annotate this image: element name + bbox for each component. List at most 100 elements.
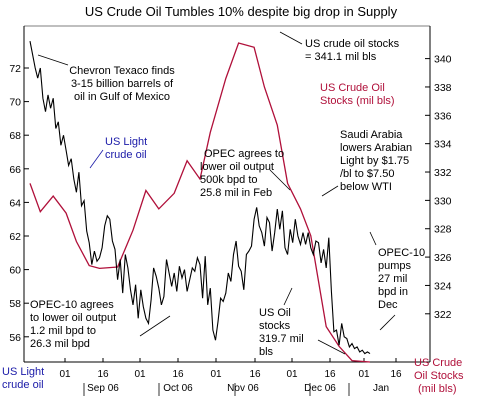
x-tick-label: 16 — [390, 369, 402, 380]
right-tick-label: 328 — [434, 224, 452, 236]
annotation-stocks-label-line-2: Stocks (mil bls) — [320, 95, 395, 107]
annotation-us-light-line-2: crude oil — [105, 149, 147, 161]
x-tick-label: 16 — [324, 369, 336, 380]
x-tick-label: 16 — [249, 369, 261, 380]
x-tick-label: 01 — [59, 369, 71, 380]
annotation-opec10-pumps-line-3: 27 mil — [378, 273, 407, 285]
annotation-opec10-pumps-line-2: pumps — [378, 260, 412, 272]
month-label: Oct 06 — [163, 383, 193, 394]
annotation-opec10-pumps-line-4: bpd in — [378, 286, 408, 298]
x-axis-months: Sep 06 Oct 06 Nov 06 Dec 06 Jan — [83, 383, 389, 396]
annotation-us-oil-stocks-pointer-right — [317, 339, 346, 355]
annotation-stocks-label-line-1: US Crude Oil — [320, 82, 385, 94]
left-tick-label: 72 — [9, 63, 21, 75]
oil-price-series-line — [29, 40, 371, 355]
left-tick-label: 60 — [9, 265, 21, 277]
month-label: Nov 06 — [227, 383, 259, 394]
right-tick-label: 322 — [434, 309, 452, 321]
annotation-opec10-agrees-line-2: to lower oil output — [30, 312, 116, 324]
right-tick-label: 332 — [434, 167, 452, 179]
month-label: Jan — [373, 383, 389, 394]
annotation-opec-agrees-line-3: 500k bpd to — [200, 174, 258, 186]
legend-left: US Light crude oil — [2, 366, 44, 391]
annotation-stocks-peak: US crude oil stocks = 341.1 mil bls — [279, 31, 400, 63]
chart-title: US Crude Oil Tumbles 10% despite big dro… — [85, 4, 398, 19]
annotation-saudi-line-2: lowers Arabian — [340, 142, 412, 154]
annotation-us-light-pointer — [89, 149, 104, 169]
annotation-opec10-agrees: OPEC-10 agrees to lower oil output 1.2 m… — [30, 299, 171, 350]
right-tick-label: 338 — [434, 82, 452, 94]
annotation-chevron: Chevron Texaco finds 3-15 billion barrel… — [37, 54, 175, 103]
annotation-opec10-pumps-pointer-down — [379, 314, 396, 331]
annotation-saudi-line-5: below WTI — [340, 181, 392, 193]
annotation-saudi: Saudi Arabia lowers Arabian Light by $1.… — [321, 129, 412, 197]
annotation-us-oil-stocks: US Oil stocks 319.7 mil bls — [259, 287, 346, 358]
annotation-chevron-line-2: 3-15 billion barrels of — [71, 78, 174, 90]
month-label: Dec 06 — [304, 383, 336, 394]
annotation-opec10-pumps-line-1: OPEC-10 — [378, 247, 425, 259]
annotation-saudi-line-4: /bl to $7.50 — [340, 168, 394, 180]
left-tick-label: 64 — [9, 197, 21, 209]
x-tick-label: 01 — [210, 369, 222, 380]
x-tick-label: 01 — [286, 369, 298, 380]
x-tick-label: 16 — [172, 369, 184, 380]
left-tick-label: 62 — [9, 231, 21, 243]
annotation-chevron-pointer — [37, 54, 69, 66]
legend-left-line-1: US Light — [2, 366, 44, 378]
annotation-opec-agrees-line-2: lower oil output — [200, 161, 274, 173]
annotation-saudi-pointer — [321, 185, 339, 197]
annotation-opec-agrees-pointer — [269, 169, 291, 191]
legend-left-line-2: crude oil — [2, 379, 44, 391]
x-tick-label: 16 — [97, 369, 109, 380]
annotation-saudi-line-3: Light by $1.75 — [340, 155, 409, 167]
stocks-series-line — [29, 42, 371, 363]
annotation-stocks-peak-line-2: = 341.1 mil bls — [305, 51, 377, 63]
left-tick-label: 56 — [9, 332, 21, 344]
annotation-chevron-line-3: oil in Gulf of Mexico — [74, 91, 170, 103]
right-tick-label: 336 — [434, 110, 452, 122]
annotation-saudi-line-1: Saudi Arabia — [340, 129, 403, 141]
right-tick-label: 334 — [434, 139, 452, 151]
annotation-opec10-pumps: OPEC-10 pumps 27 mil bpd in Dec — [369, 231, 425, 331]
legend-right-line-2: Oil Stocks — [414, 370, 464, 382]
left-tick-label: 66 — [9, 164, 21, 176]
annotation-stocks-peak-pointer — [279, 31, 303, 45]
annotation-us-oil-stocks-pointer-up — [283, 287, 293, 306]
annotation-opec-agrees-line-1: OPEC agrees to — [204, 148, 284, 160]
right-axis-ticks: 322 324 326 328 330 332 334 336 338 340 — [425, 54, 452, 321]
annotation-stocks-label: US Crude Oil Stocks (mil bls) — [320, 82, 395, 107]
annotation-opec10-agrees-line-3: 1.2 mil bpd to — [30, 325, 96, 337]
x-axis-ticks: 01 16 01 16 01 16 01 16 01 16 — [59, 358, 402, 380]
annotation-us-light-line-1: US Light — [105, 136, 147, 148]
annotation-opec10-agrees-line-1: OPEC-10 agrees — [30, 299, 114, 311]
annotation-opec10-pumps-line-5: Dec — [378, 299, 398, 311]
annotation-stocks-peak-line-1: US crude oil stocks — [305, 38, 400, 50]
left-tick-label: 68 — [9, 130, 21, 142]
legend-right-line-3: (mil bls) — [418, 383, 457, 395]
right-tick-label: 326 — [434, 252, 452, 264]
annotation-opec10-agrees-line-4: 26.3 mil bpd — [30, 338, 90, 350]
annotation-us-oil-stocks-line-2: stocks — [259, 320, 291, 332]
legend-right-line-1: US Crude — [414, 357, 462, 369]
left-tick-label: 58 — [9, 298, 21, 310]
annotation-us-oil-stocks-line-1: US Oil — [259, 307, 291, 319]
annotation-chevron-line-1: Chevron Texaco finds — [69, 65, 175, 77]
x-tick-label: 01 — [134, 369, 146, 380]
right-tick-label: 330 — [434, 195, 452, 207]
annotation-opec10-agrees-pointer — [139, 315, 171, 337]
left-tick-label: 70 — [9, 97, 21, 109]
left-axis-ticks: 56 58 60 62 64 66 68 70 72 — [9, 63, 29, 344]
legend-right: US Crude Oil Stocks (mil bls) — [414, 357, 464, 395]
annotation-us-oil-stocks-line-4: bls — [259, 346, 274, 358]
annotation-opec-agrees: OPEC agrees to lower oil output 500k bpd… — [200, 148, 291, 199]
right-tick-label: 324 — [434, 280, 452, 292]
annotation-opec-agrees-line-4: 25.8 mil in Feb — [200, 187, 272, 199]
annotation-us-oil-stocks-line-3: 319.7 mil — [259, 333, 304, 345]
annotation-opec10-pumps-pointer-up — [369, 231, 377, 246]
month-label: Sep 06 — [87, 383, 119, 394]
annotation-us-light: US Light crude oil — [89, 136, 147, 169]
x-tick-label: 01 — [358, 369, 370, 380]
right-tick-label: 340 — [434, 54, 452, 66]
